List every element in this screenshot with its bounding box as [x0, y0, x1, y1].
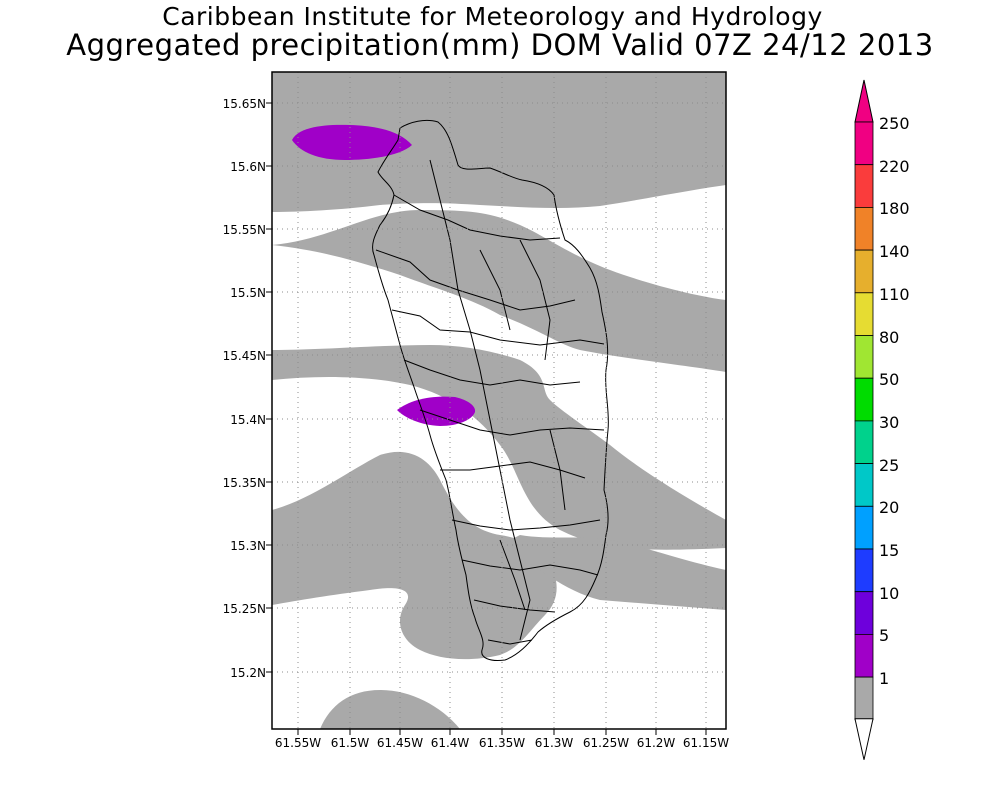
map-title-institution: Caribbean Institute for Meteorology and … — [162, 2, 823, 31]
colorbar-swatch — [854, 676, 874, 721]
lon-tick-label: 61.5W — [330, 736, 370, 750]
colorbar-swatch — [854, 505, 874, 550]
colorbar-label: 140 — [879, 242, 910, 262]
lon-tick-label: 61.4W — [430, 736, 470, 750]
lat-tick-label: 15.45N — [222, 349, 266, 363]
colorbar-label: 110 — [879, 284, 910, 304]
lon-tick-label: 61.35W — [478, 736, 526, 750]
colorbar-label: 15 — [879, 541, 900, 560]
colorbar-label: 50 — [879, 370, 900, 390]
colorbar-swatch — [854, 548, 874, 593]
colorbar-label: 80 — [879, 327, 900, 347]
colorbar-label: 180 — [879, 199, 910, 219]
colorbar-swatch — [854, 249, 874, 294]
lat-tick-label: 15.5N — [230, 286, 266, 300]
lat-tick-label: 15.65N — [222, 97, 266, 111]
lat-tick-label: 15.2N — [230, 666, 266, 680]
map-title-product: Aggregated precipitation(mm) DOM Valid 0… — [66, 28, 934, 62]
colorbar-label: 30 — [879, 412, 900, 432]
colorbar-label: 250 — [879, 114, 910, 133]
lat-tick-label: 15.4N — [230, 413, 266, 427]
colorbar-label: 25 — [879, 455, 900, 475]
lat-tick-label: 15.6N — [230, 160, 266, 174]
lon-tick-label: 61.45W — [376, 736, 424, 750]
colorbar-label: 1 — [879, 669, 890, 689]
map-frame — [271, 71, 727, 730]
colorbar-label: 5 — [879, 626, 890, 646]
colorbar-swatch — [854, 292, 874, 336]
colorbar-swatch — [854, 591, 874, 635]
colorbar-swatch — [854, 377, 874, 422]
colorbar-label: 20 — [879, 498, 900, 518]
precip-area-5-10mm — [292, 124, 476, 426]
colorbar-label: 220 — [879, 156, 910, 176]
lon-tick-label: 61.25W — [582, 736, 630, 750]
lon-tick-label: 61.2W — [636, 736, 676, 750]
colorbar-swatch — [854, 420, 874, 464]
colorbar-swatch — [854, 206, 874, 251]
colorbar-over-triangle — [854, 79, 874, 123]
colorbar-swatch — [854, 634, 874, 678]
colorbar-swatch — [854, 164, 874, 208]
map-grid — [272, 72, 726, 729]
colorbar-label: 10 — [879, 583, 900, 603]
colorbar-swatch — [854, 463, 874, 507]
lat-tick-label: 15.55N — [222, 223, 266, 237]
lon-tick-label: 61.3W — [534, 736, 574, 750]
lat-tick-label: 15.35N — [222, 476, 266, 490]
lat-tick-label: 15.3N — [230, 539, 266, 553]
island-outline — [372, 119, 609, 661]
lon-tick-label: 61.15W — [682, 736, 730, 750]
colorbar-swatch — [854, 335, 874, 379]
colorbar-swatch — [854, 121, 874, 166]
lon-tick-label: 61.55W — [274, 736, 322, 750]
colorbar-under-triangle — [854, 718, 874, 760]
lat-tick-label: 15.25N — [222, 602, 266, 616]
